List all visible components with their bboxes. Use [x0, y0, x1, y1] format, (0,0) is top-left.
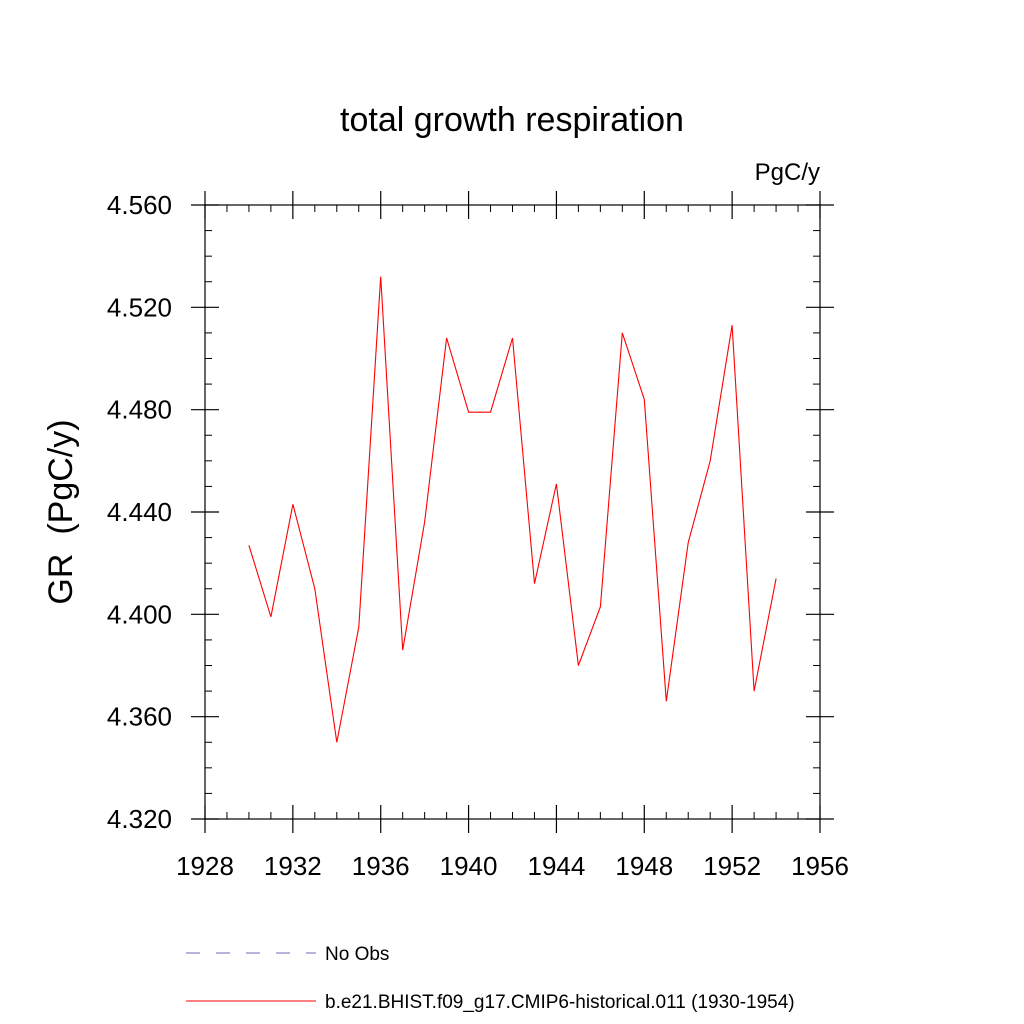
series-layer — [248, 276, 777, 743]
y-axis-label: GR (PgC/y) — [42, 419, 80, 604]
x-tick-label: 1932 — [264, 851, 322, 881]
y-tick-label: 4.520 — [107, 292, 172, 322]
y-tick-label: 4.400 — [107, 599, 172, 629]
x-tick-label: 1956 — [791, 851, 849, 881]
tick-labels: 1928 1932 1936 1940 1944 1948 1952 1956 4.320 4.3… — [107, 190, 849, 881]
y-tick-label: 4.440 — [107, 497, 172, 527]
x-tick-label: 1936 — [352, 851, 410, 881]
x-tick-label: 1940 — [440, 851, 498, 881]
y-tick-label: 4.560 — [107, 190, 172, 220]
minor-ticks — [205, 205, 820, 819]
x-tick-label: 1928 — [176, 851, 234, 881]
legend-label-no-obs: No Obs — [325, 944, 389, 965]
legend: No Obs b.e21.BHIST.f09_g17.CMIP6-histori… — [186, 944, 795, 1013]
y-tick-label: 4.360 — [107, 702, 172, 732]
major-ticks — [191, 191, 834, 833]
y-tick-label: 4.480 — [107, 395, 172, 425]
series-line — [248, 276, 777, 743]
chart-title: total growth respiration — [340, 101, 684, 139]
x-tick-label: 1948 — [615, 851, 673, 881]
x-tick-label: 1952 — [703, 851, 761, 881]
x-tick-label: 1944 — [528, 851, 586, 881]
legend-label-historical: b.e21.BHIST.f09_g17.CMIP6-historical.011… — [325, 992, 795, 1013]
units-label: PgC/y — [755, 159, 820, 186]
y-tick-label: 4.320 — [107, 804, 172, 834]
plot-frame — [204, 204, 821, 820]
